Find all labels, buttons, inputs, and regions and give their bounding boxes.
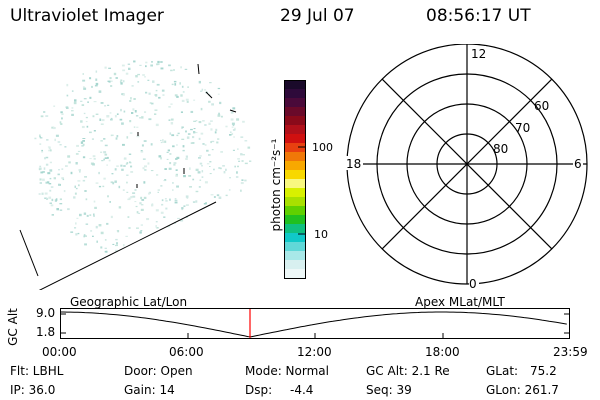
limb-edge-line (19, 229, 39, 277)
colorbar-band (284, 134, 306, 144)
time-tick-1800: 18:00 (425, 345, 460, 359)
colorbar-band (284, 233, 306, 243)
colorbar-band (284, 188, 306, 198)
limb-tick (229, 109, 237, 113)
ip-readout: IP: 36.0 (10, 383, 56, 397)
colorbar-band (284, 116, 306, 126)
timeline-axis-title: GC Alt (5, 308, 20, 346)
colorbar-band (284, 107, 306, 117)
colorbar-band (284, 98, 306, 108)
colorbar-band (284, 224, 306, 234)
mlt-label-18: 18 (346, 157, 361, 171)
colorbar-tick-label-100: 100 (312, 141, 333, 154)
glat-value: 75.2 (530, 364, 557, 378)
colorbar-band (284, 170, 306, 180)
timeline-y-min: 1.8 (36, 325, 56, 339)
colorbar-tick-label-10: 10 (314, 228, 328, 241)
colorbar-unit-label: photon cm⁻²s⁻¹ (269, 138, 283, 232)
glat-label: GLat: (486, 364, 519, 378)
colorbar-band (284, 197, 306, 207)
time-tick-0600: 06:00 (169, 345, 204, 359)
colorbar-band (284, 179, 306, 189)
colorbar-band (284, 89, 306, 99)
mlt-label-6: 6 (574, 157, 582, 171)
timeline-left-label: Geographic Lat/Lon (70, 295, 188, 309)
colorbar-band (284, 260, 306, 270)
time-tick-1200: 12:00 (297, 345, 332, 359)
limb-tick (197, 63, 200, 75)
glon-readout: GLon: 261.7 (486, 383, 559, 397)
colorbar-band (284, 206, 306, 216)
colorbar-band (284, 242, 306, 252)
colorbar-band (284, 143, 306, 153)
mlat-label-70: 70 (515, 121, 530, 135)
mlat-label-60: 60 (534, 99, 549, 113)
seq-readout: Seq: 39 (366, 383, 412, 397)
time-tick-0000: 00:00 (42, 345, 77, 359)
time-label: 08:56:17 UT (426, 6, 531, 26)
dsp-label: Dsp: (245, 383, 273, 397)
colorbar-band (284, 251, 306, 261)
mlat-label-80: 80 (493, 142, 508, 156)
uv-emission-speckles (34, 60, 252, 253)
instrument-title: Ultraviolet Imager (10, 6, 164, 26)
gc-alt-readout: GC Alt: 2.1 Re (366, 364, 450, 378)
orbit-altitude-curve (60, 311, 567, 338)
dsp-value: -4.4 (290, 383, 314, 397)
timeline-right-label: Apex MLat/MLT (415, 295, 505, 309)
colorbar-band (284, 161, 306, 171)
colorbar-frame (284, 80, 306, 279)
mode-readout: Mode: Normal (245, 364, 329, 378)
limb-tick (205, 91, 213, 99)
geographic-uv-image (19, 60, 252, 290)
filter-readout: Flt: LBHL (10, 364, 64, 378)
meridian-diagonal (381, 78, 553, 250)
colorbar-band (284, 80, 306, 90)
colorbar-band (284, 152, 306, 162)
date-label: 29 Jul 07 (280, 6, 355, 26)
door-readout: Door: Open (124, 364, 193, 378)
time-tick-2359: 23:59 (553, 345, 588, 359)
gain-readout: Gain: 14 (124, 383, 175, 397)
mlt-label-0: 0 (469, 277, 477, 290)
intensity-colorbar (284, 80, 306, 279)
altitude-timeline-plot (60, 308, 570, 339)
colorbar-band (284, 125, 306, 135)
timeline-y-max: 9.0 (36, 306, 56, 320)
colorbar-band (284, 215, 306, 225)
terminator-line (38, 201, 217, 290)
colorbar-band (284, 269, 306, 279)
mlt-label-12: 12 (471, 47, 486, 61)
polar-mlat-mlt-grid: 12 0 18 6 60 70 80 (345, 44, 588, 290)
